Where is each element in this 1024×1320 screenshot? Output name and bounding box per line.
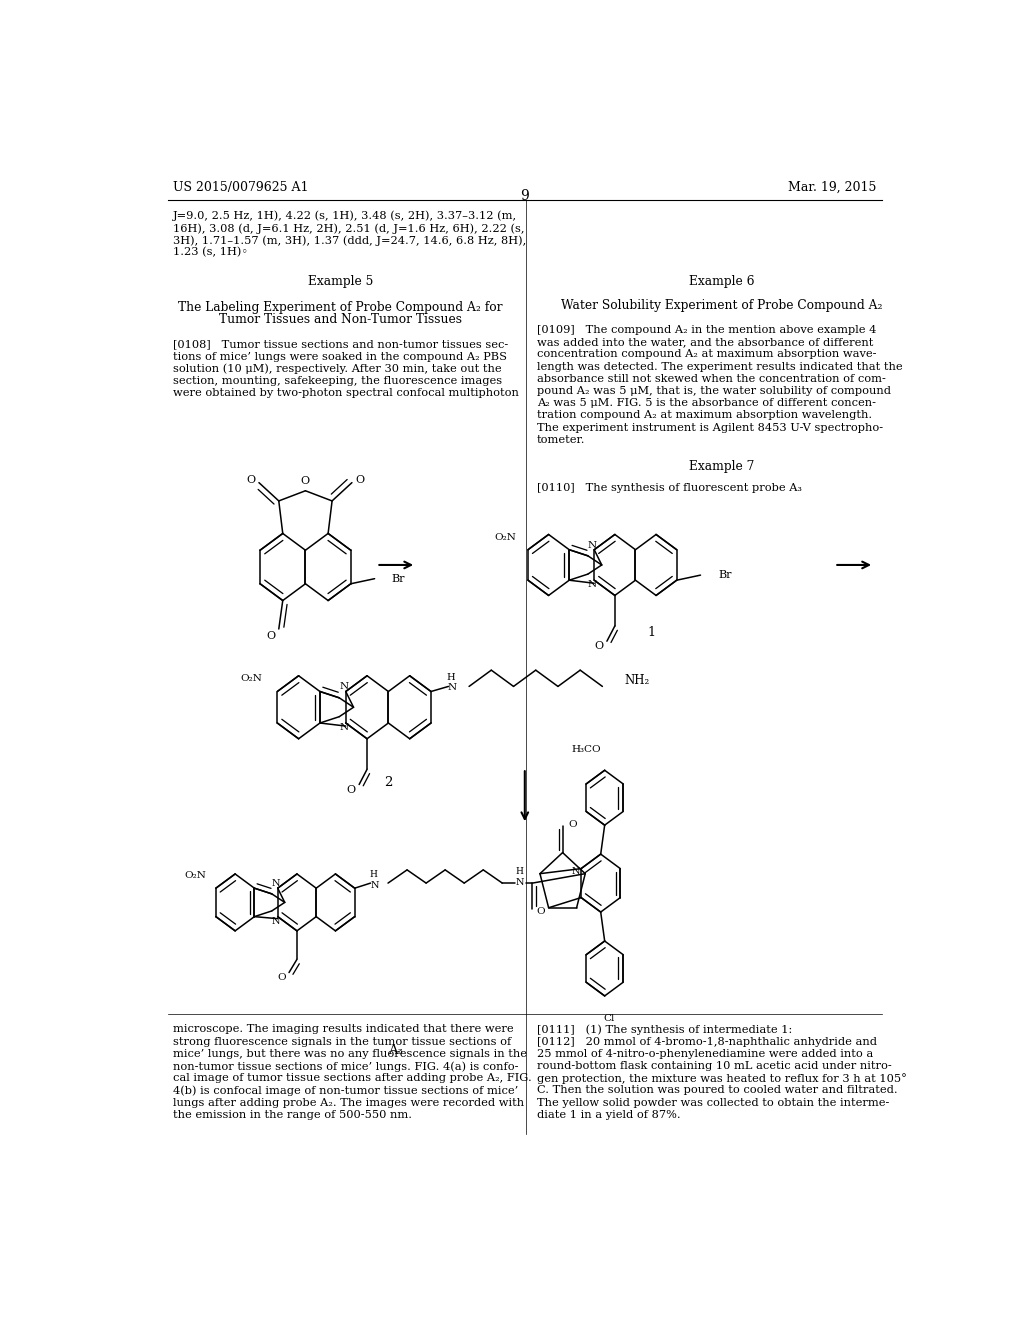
Text: Example 6: Example 6 xyxy=(689,276,755,288)
Text: concentration compound A₂ at maximum absorption wave-: concentration compound A₂ at maximum abs… xyxy=(537,350,877,359)
Text: [0108]   Tumor tissue sections and non-tumor tissues sec-: [0108] Tumor tissue sections and non-tum… xyxy=(173,339,509,350)
Text: [0112]   20 mmol of 4-bromo-1,8-naphthalic anhydride and: [0112] 20 mmol of 4-bromo-1,8-naphthalic… xyxy=(537,1036,877,1047)
Text: absorbance still not skewed when the concentration of com-: absorbance still not skewed when the con… xyxy=(537,374,886,384)
Text: tometer.: tometer. xyxy=(537,434,585,445)
Text: diate 1 in a yield of 87%.: diate 1 in a yield of 87%. xyxy=(537,1110,680,1119)
Text: The yellow solid powder was collected to obtain the interme-: The yellow solid powder was collected to… xyxy=(537,1097,889,1107)
Text: N: N xyxy=(371,880,379,890)
Text: A₃: A₃ xyxy=(388,1044,403,1057)
Text: 16H), 3.08 (d, J=6.1 Hz, 2H), 2.51 (d, J=1.6 Hz, 6H), 2.22 (s,: 16H), 3.08 (d, J=6.1 Hz, 2H), 2.51 (d, J… xyxy=(173,223,524,234)
Text: Example 5: Example 5 xyxy=(308,276,374,288)
Text: non-tumor tissue sections of mice’ lungs. FIG. 4(a) is confo-: non-tumor tissue sections of mice’ lungs… xyxy=(173,1061,519,1072)
Text: N: N xyxy=(271,879,280,888)
Text: lungs after adding probe A₂. The images were recorded with: lungs after adding probe A₂. The images … xyxy=(173,1097,524,1107)
Text: O: O xyxy=(347,784,355,795)
Text: Water Solubility Experiment of Probe Compound A₂: Water Solubility Experiment of Probe Com… xyxy=(561,298,883,312)
Text: N: N xyxy=(515,878,524,887)
Text: length was detected. The experiment results indicated that the: length was detected. The experiment resu… xyxy=(537,362,902,372)
Text: cal image of tumor tissue sections after adding probe A₂, FIG.: cal image of tumor tissue sections after… xyxy=(173,1073,532,1084)
Text: [0109]   The compound A₂ in the mention above example 4: [0109] The compound A₂ in the mention ab… xyxy=(537,325,877,335)
Text: O: O xyxy=(278,973,286,982)
Text: section, mounting, safekeeping, the fluorescence images: section, mounting, safekeeping, the fluo… xyxy=(173,376,503,385)
Text: H: H xyxy=(369,870,377,879)
Text: 1: 1 xyxy=(647,626,655,639)
Text: the emission in the range of 500-550 nm.: the emission in the range of 500-550 nm. xyxy=(173,1110,413,1119)
Text: microscope. The imaging results indicated that there were: microscope. The imaging results indicate… xyxy=(173,1024,514,1035)
Text: [0110]   The synthesis of fluorescent probe A₃: [0110] The synthesis of fluorescent prob… xyxy=(537,483,802,492)
Text: N: N xyxy=(571,867,580,876)
Text: mice’ lungs, but there was no any fluorescence signals in the: mice’ lungs, but there was no any fluore… xyxy=(173,1049,527,1059)
Text: O: O xyxy=(537,907,545,916)
Text: C. Then the solution was poured to cooled water and filtrated.: C. Then the solution was poured to coole… xyxy=(537,1085,897,1096)
Text: Cl: Cl xyxy=(603,1014,614,1023)
Text: NH₂: NH₂ xyxy=(625,673,650,686)
Text: solution (10 μM), respectively. After 30 min, take out the: solution (10 μM), respectively. After 30… xyxy=(173,364,502,375)
Text: tration compound A₂ at maximum absorption wavelength.: tration compound A₂ at maximum absorptio… xyxy=(537,411,871,421)
Text: H₃CO: H₃CO xyxy=(571,746,601,755)
Text: O: O xyxy=(301,475,310,486)
Text: [0111]   (1) The synthesis of intermediate 1:: [0111] (1) The synthesis of intermediate… xyxy=(537,1024,792,1035)
Text: 9: 9 xyxy=(520,189,529,203)
Text: O: O xyxy=(594,642,603,651)
Text: pound A₂ was 5 μM, that is, the water solubility of compound: pound A₂ was 5 μM, that is, the water so… xyxy=(537,385,891,396)
Text: H: H xyxy=(515,867,523,876)
Text: were obtained by two-photon spectral confocal multiphoton: were obtained by two-photon spectral con… xyxy=(173,388,519,399)
Text: N: N xyxy=(339,723,348,733)
Text: O: O xyxy=(266,631,275,642)
Text: 3H), 1.71–1.57 (m, 3H), 1.37 (ddd, J=24.7, 14.6, 6.8 Hz, 8H),: 3H), 1.71–1.57 (m, 3H), 1.37 (ddd, J=24.… xyxy=(173,235,526,246)
Text: O₂N: O₂N xyxy=(240,673,262,682)
Text: The experiment instrument is Agilent 8453 U-V spectropho-: The experiment instrument is Agilent 845… xyxy=(537,422,883,433)
Text: O₂N: O₂N xyxy=(184,871,206,880)
Text: round-bottom flask containing 10 mL acetic acid under nitro-: round-bottom flask containing 10 mL acet… xyxy=(537,1061,892,1071)
Text: strong fluorescence signals in the tumor tissue sections of: strong fluorescence signals in the tumor… xyxy=(173,1036,511,1047)
Text: tions of mice’ lungs were soaked in the compound A₂ PBS: tions of mice’ lungs were soaked in the … xyxy=(173,351,507,362)
Text: Br: Br xyxy=(391,574,404,583)
Text: Example 7: Example 7 xyxy=(689,461,755,474)
Text: 1.23 (s, 1H)◦: 1.23 (s, 1H)◦ xyxy=(173,247,249,257)
Text: The Labeling Experiment of Probe Compound A₂ for: The Labeling Experiment of Probe Compoun… xyxy=(178,301,503,314)
Text: N: N xyxy=(447,682,457,692)
Text: US 2015/0079625 A1: US 2015/0079625 A1 xyxy=(173,181,308,194)
Text: was added into the water, and the absorbance of different: was added into the water, and the absorb… xyxy=(537,338,873,347)
Text: A₂ was 5 μM. FIG. 5 is the absorbance of different concen-: A₂ was 5 μM. FIG. 5 is the absorbance of… xyxy=(537,399,876,408)
Text: Mar. 19, 2015: Mar. 19, 2015 xyxy=(788,181,877,194)
Text: O: O xyxy=(247,475,256,484)
Text: Tumor Tissues and Non-Tumor Tissues: Tumor Tissues and Non-Tumor Tissues xyxy=(219,313,462,326)
Text: J=9.0, 2.5 Hz, 1H), 4.22 (s, 1H), 3.48 (s, 2H), 3.37–3.12 (m,: J=9.0, 2.5 Hz, 1H), 4.22 (s, 1H), 3.48 (… xyxy=(173,211,517,222)
Text: O₂N: O₂N xyxy=(495,533,516,543)
Text: H: H xyxy=(446,673,455,681)
Text: N: N xyxy=(588,541,596,550)
Text: 25 mmol of 4-nitro-o-phenylenediamine were added into a: 25 mmol of 4-nitro-o-phenylenediamine we… xyxy=(537,1049,872,1059)
Text: O: O xyxy=(355,475,365,484)
Text: N: N xyxy=(339,682,348,692)
Text: N: N xyxy=(271,916,280,925)
Text: Br: Br xyxy=(718,570,731,579)
Text: gen protection, the mixture was heated to reflux for 3 h at 105°: gen protection, the mixture was heated t… xyxy=(537,1073,906,1084)
Text: 4(b) is confocal image of non-tumor tissue sections of mice’: 4(b) is confocal image of non-tumor tiss… xyxy=(173,1085,518,1096)
Text: O: O xyxy=(568,820,578,829)
Text: N: N xyxy=(588,579,596,589)
Text: 2: 2 xyxy=(384,776,392,789)
